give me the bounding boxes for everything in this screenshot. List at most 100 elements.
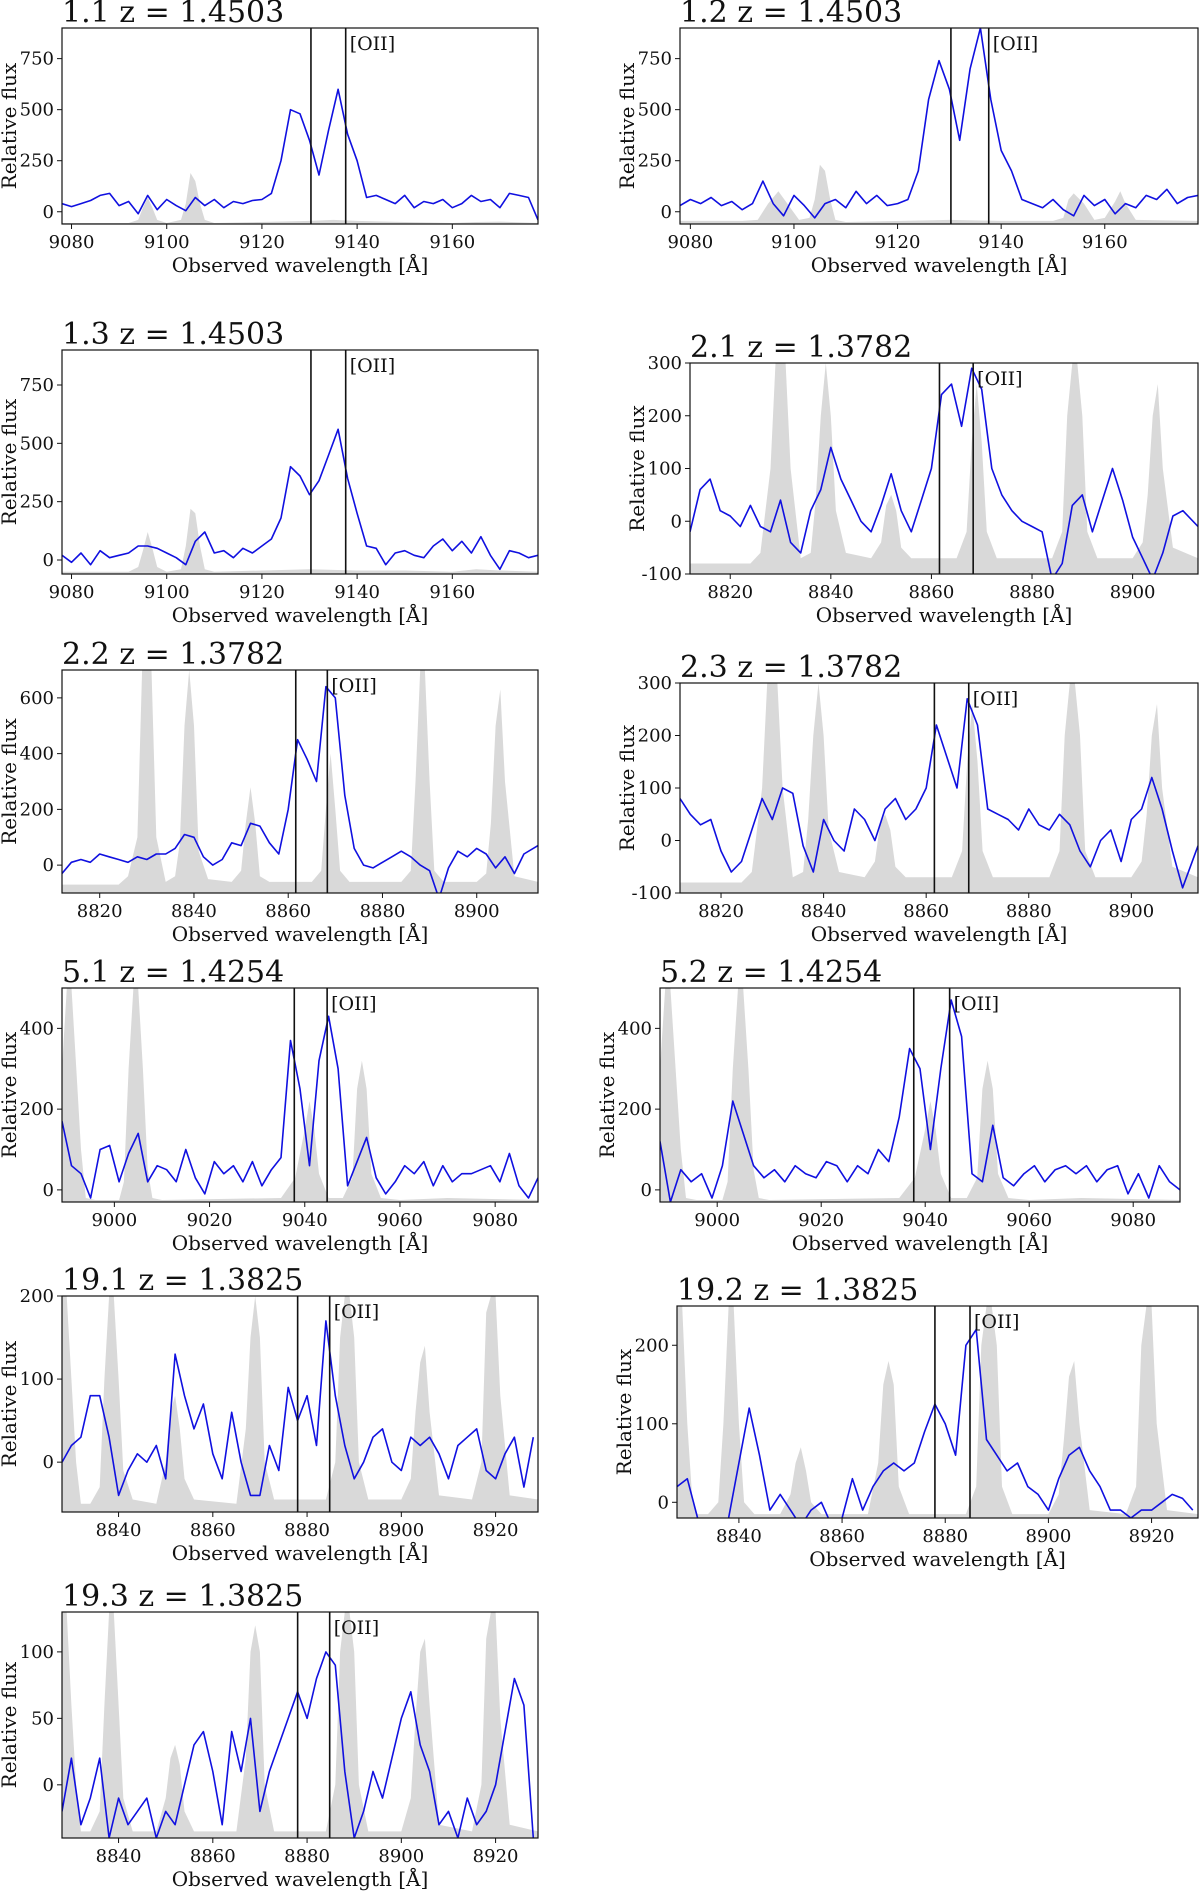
x-tick-label: 9160 xyxy=(429,582,475,603)
axes-frame xyxy=(61,1295,539,1513)
plot-area xyxy=(677,1306,1198,1518)
panel-title: 19.3 z = 1.3825 xyxy=(62,1579,303,1614)
spectrum-panel-19-2: [OII] 8840 8860 8880 8900 8920 0 100 200 Observed… xyxy=(612,1273,1199,1571)
panel-title: 19.2 z = 1.3825 xyxy=(677,1273,918,1308)
panel-title: 5.1 z = 1.4254 xyxy=(62,955,284,990)
oii-line-label: [OII] xyxy=(334,1617,379,1639)
y-tick-label: 200 xyxy=(638,726,672,747)
plot-area xyxy=(680,28,1198,224)
x-tick-label: 8880 xyxy=(1009,582,1055,603)
x-axis-label: Observed wavelength [Å] xyxy=(811,921,1068,946)
oii-line-label: [OII] xyxy=(977,368,1022,390)
panel-title: 1.2 z = 1.4503 xyxy=(680,0,902,30)
axes-frame xyxy=(61,669,539,894)
y-tick-label: 100 xyxy=(638,778,672,799)
y-axis-label: Relative flux xyxy=(625,404,649,531)
x-tick-label: 8900 xyxy=(1025,1526,1071,1547)
x-tick-label: 8860 xyxy=(903,901,949,922)
x-tick-label: 8840 xyxy=(801,901,847,922)
y-axis-label: Relative flux xyxy=(0,1340,21,1467)
plot-area xyxy=(62,88,538,224)
x-tick-label: 8900 xyxy=(454,901,500,922)
x-tick-label: 9120 xyxy=(239,582,285,603)
oii-line-label: [OII] xyxy=(331,675,376,697)
plot-area xyxy=(62,428,538,574)
spectrum-panel-2-3: [OII] 8820 8840 8860 8880 8900 -100 0 100 200 300 O… xyxy=(615,650,1199,946)
x-tick-label: 8840 xyxy=(171,901,217,922)
y-tick-label: 100 xyxy=(648,459,682,480)
y-axis-label: Relative flux xyxy=(612,1348,636,1475)
sky-spectrum xyxy=(690,363,1198,574)
flux-spectrum-line xyxy=(62,1015,538,1199)
y-tick-label: 400 xyxy=(618,1018,652,1039)
y-axis-label: Relative flux xyxy=(615,62,639,189)
oii-line-label: [OII] xyxy=(350,355,395,377)
y-tick-label: 0 xyxy=(43,550,54,571)
y-tick-label: 200 xyxy=(20,799,54,820)
y-tick-label: 200 xyxy=(635,1335,669,1356)
x-tick-label: 8860 xyxy=(909,582,955,603)
plot-area xyxy=(680,683,1198,893)
x-tick-label: 9120 xyxy=(239,232,285,253)
y-tick-label: 750 xyxy=(20,49,54,70)
x-tick-label: 8840 xyxy=(716,1526,762,1547)
x-tick-label: 9080 xyxy=(49,232,95,253)
oii-line-label: [OII] xyxy=(973,688,1018,710)
x-tick-label: 8840 xyxy=(808,582,854,603)
y-tick-label: 0 xyxy=(43,1180,54,1201)
y-tick-label: 500 xyxy=(20,100,54,121)
y-tick-label: 100 xyxy=(20,1642,54,1663)
y-tick-label: 250 xyxy=(638,151,672,172)
x-tick-label: 9040 xyxy=(282,1210,328,1231)
axes-frame xyxy=(61,1611,539,1839)
y-tick-label: -100 xyxy=(642,564,682,585)
axes-frame xyxy=(61,349,539,575)
x-tick-label: 8900 xyxy=(378,1520,424,1541)
sky-spectrum xyxy=(62,508,538,574)
y-tick-label: 0 xyxy=(43,202,54,223)
panel-title: 2.1 z = 1.3782 xyxy=(690,330,912,365)
x-tick-label: 9000 xyxy=(91,1210,137,1231)
spectrum-panel-19-1: [OII] 8840 8860 8880 8900 8920 0 100 200 Observed… xyxy=(0,1263,539,1565)
x-tick-label: 8900 xyxy=(1108,901,1154,922)
x-tick-label: 9000 xyxy=(694,1210,740,1231)
sky-spectrum xyxy=(677,1306,1198,1518)
x-tick-label: 8880 xyxy=(284,1520,330,1541)
sky-spectrum xyxy=(62,988,538,1202)
y-axis-label: Relative flux xyxy=(0,1661,21,1788)
y-tick-label: 250 xyxy=(20,151,54,172)
x-axis-label: Observed wavelength [Å] xyxy=(172,921,429,946)
sky-spectrum xyxy=(62,670,538,893)
y-tick-label: 600 xyxy=(20,688,54,709)
axes-frame xyxy=(676,1305,1199,1519)
y-tick-label: 100 xyxy=(635,1414,669,1435)
panel-title: 1.3 z = 1.4503 xyxy=(62,317,284,352)
y-axis-label: Relative flux xyxy=(0,1031,21,1158)
x-tick-label: 9020 xyxy=(798,1210,844,1231)
y-tick-label: 300 xyxy=(648,353,682,374)
axes-frame xyxy=(679,27,1199,225)
plot-area xyxy=(62,670,538,893)
x-tick-label: 9060 xyxy=(1006,1210,1052,1231)
flux-spectrum-line xyxy=(680,28,1198,219)
x-tick-label: 9020 xyxy=(187,1210,233,1231)
axes-frame xyxy=(61,987,539,1203)
y-axis-label: Relative flux xyxy=(0,398,21,525)
sky-spectrum xyxy=(62,1296,538,1512)
y-tick-label: 0 xyxy=(43,1452,54,1473)
x-tick-label: 8900 xyxy=(1110,582,1156,603)
y-axis-label: Relative flux xyxy=(0,717,21,844)
x-tick-label: 9120 xyxy=(875,232,921,253)
sky-spectrum xyxy=(660,988,1180,1202)
x-tick-label: 8860 xyxy=(190,1846,236,1867)
x-axis-label: Observed wavelength [Å] xyxy=(809,1546,1066,1571)
y-tick-label: 200 xyxy=(20,1286,54,1307)
spectrum-panel-5-2: [OII] 9000 9020 9040 9060 9080 0 200 400 Observed… xyxy=(595,955,1181,1255)
x-tick-label: 9140 xyxy=(334,582,380,603)
x-tick-label: 8880 xyxy=(284,1846,330,1867)
plot-area xyxy=(62,1296,538,1512)
y-tick-label: 200 xyxy=(648,406,682,427)
x-tick-label: 9100 xyxy=(771,232,817,253)
x-axis-label: Observed wavelength [Å] xyxy=(172,252,429,277)
